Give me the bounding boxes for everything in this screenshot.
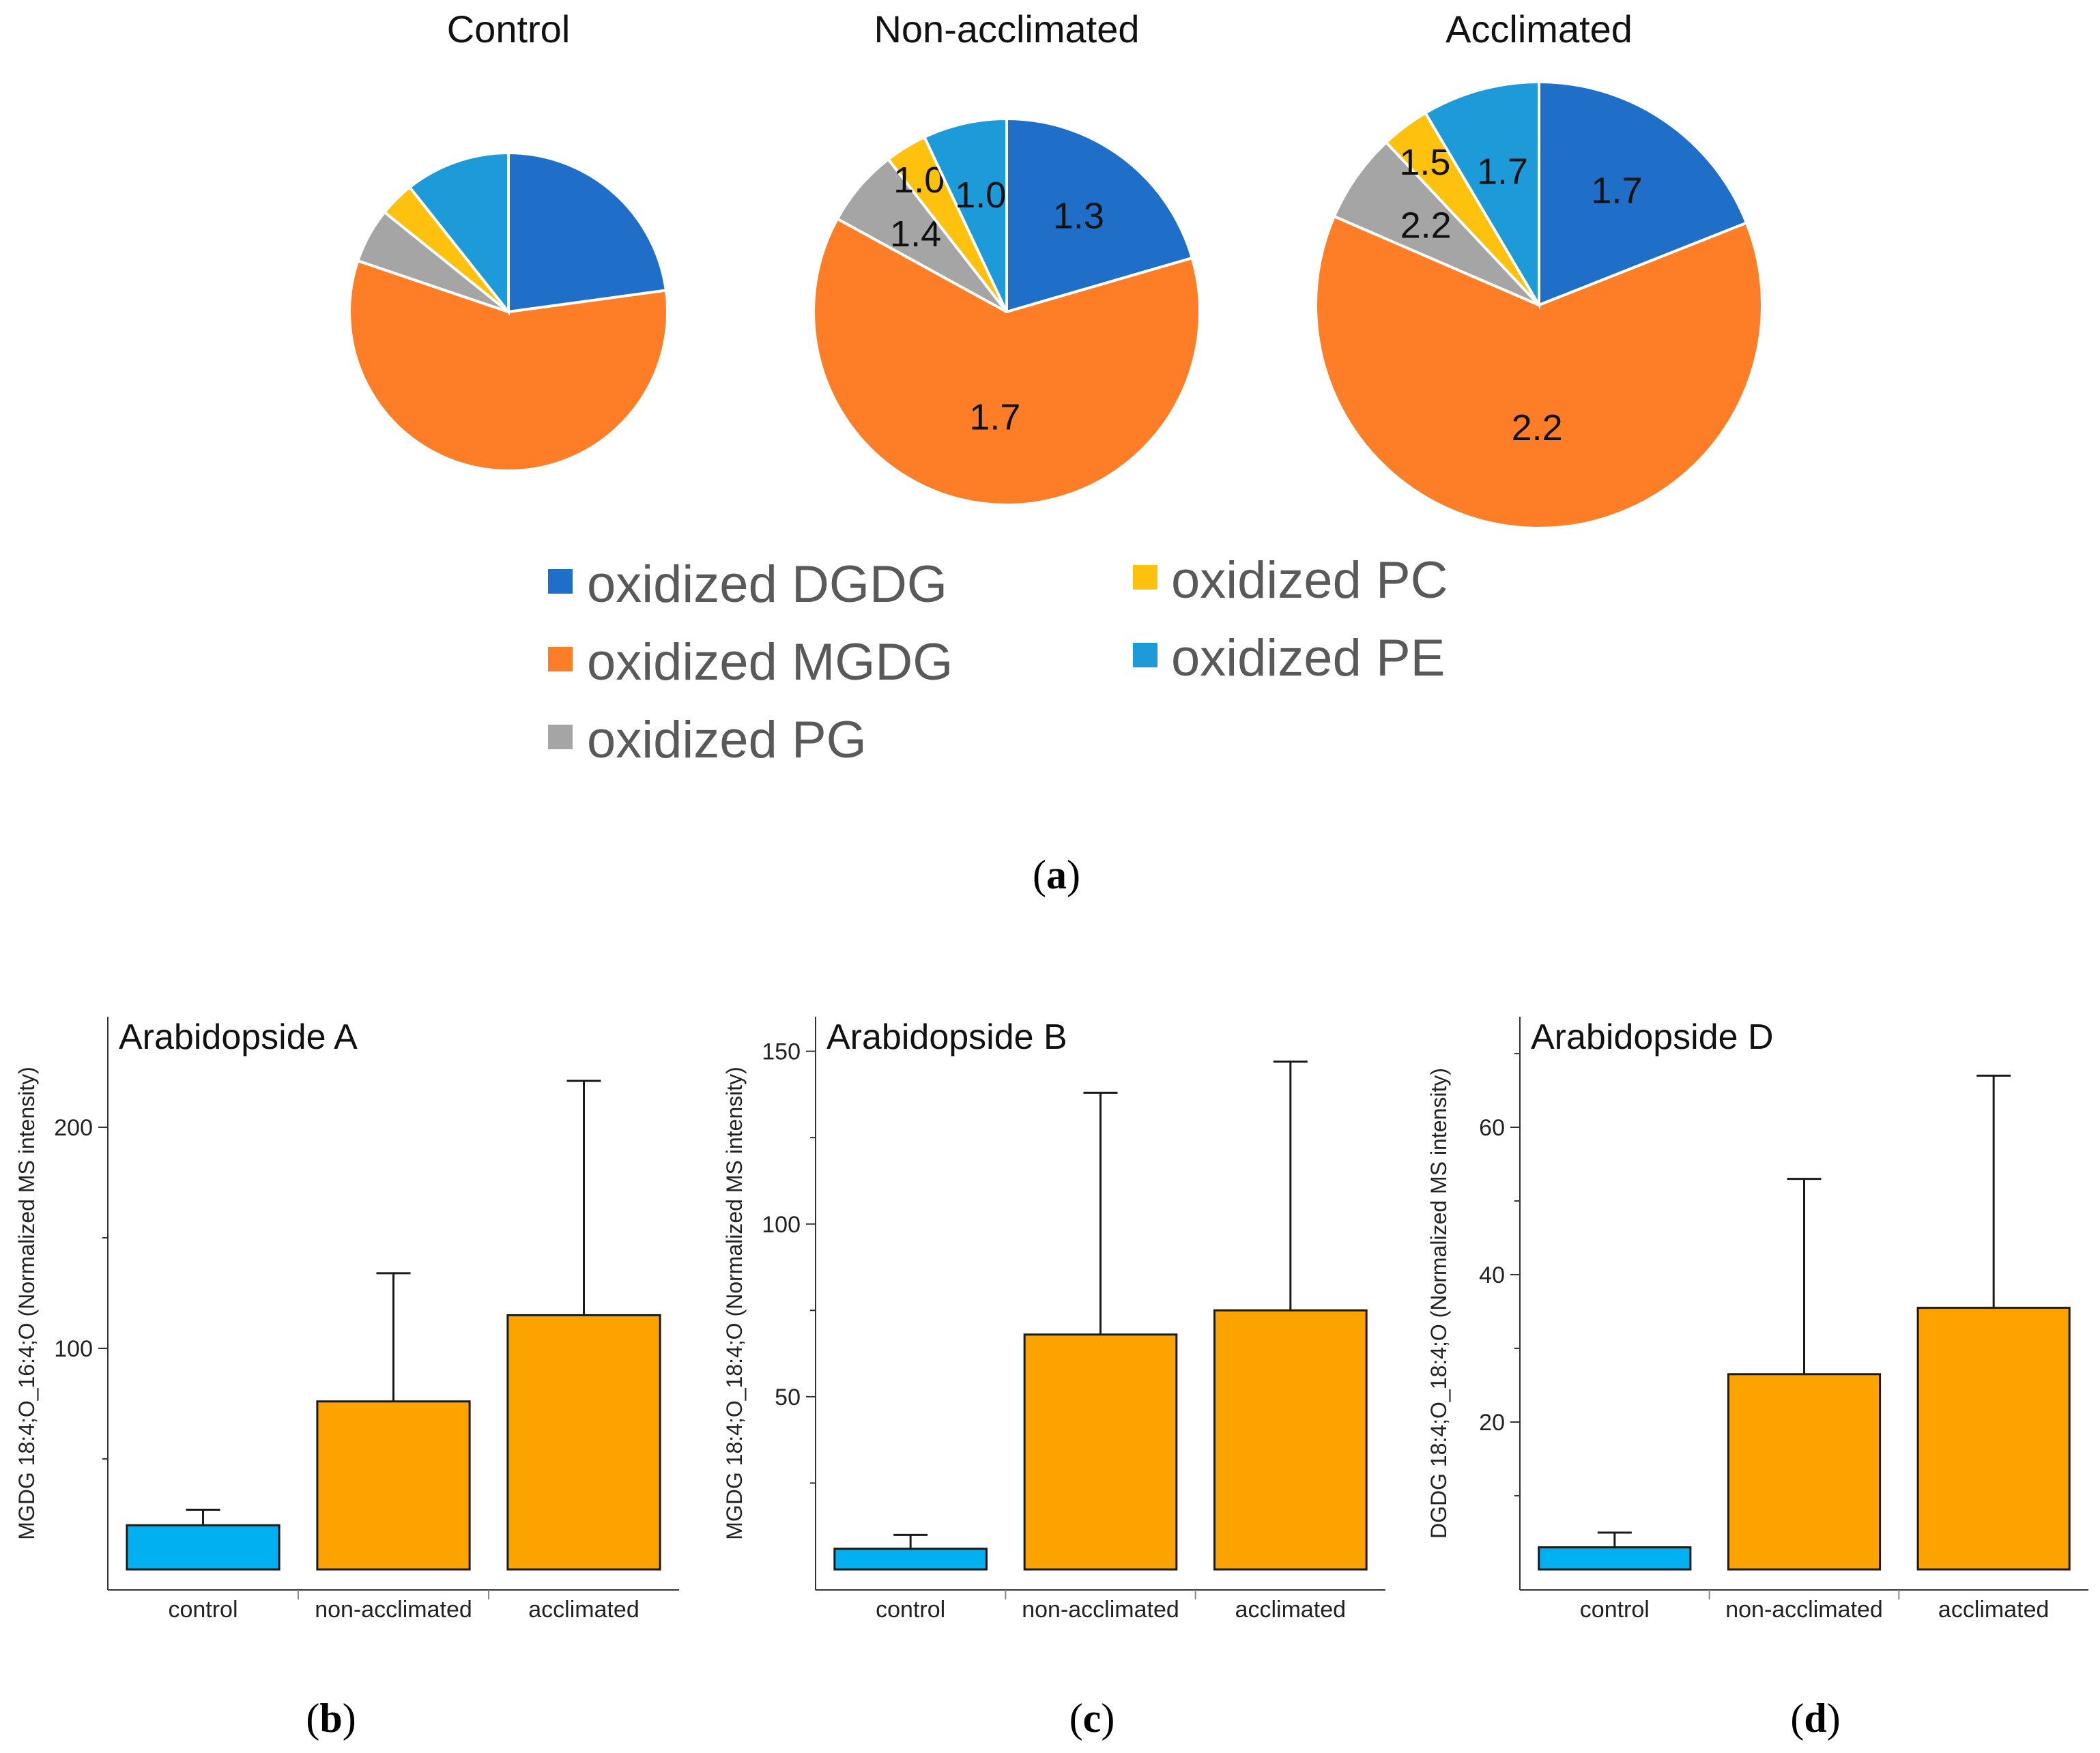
pie-label-pe: 1.7 bbox=[1477, 151, 1528, 192]
pie-slice-pg bbox=[1332, 140, 1540, 306]
y-axis-label: DGDG 18:4;O_18:4;O (Normalized MS intens… bbox=[1426, 1068, 1451, 1539]
y-tick-label: 60 bbox=[1479, 1115, 1505, 1141]
legend-label-pg: oxidized PG bbox=[587, 711, 867, 769]
pie-label-mgdg: 1.7 bbox=[969, 397, 1020, 438]
legend-label-pc: oxidized PC bbox=[1171, 551, 1448, 609]
bar-chart-title: Arabidopside B bbox=[826, 1017, 1067, 1057]
y-tick-label: 150 bbox=[762, 1039, 801, 1065]
category-label-non-acclimated: non-acclimated bbox=[315, 1597, 472, 1623]
bar-chart-arabidopside-b: 50 100 150 MGDG 18:4;O_18:4;O (Normalized M… bbox=[722, 1017, 1385, 1623]
pie-label-dgdg: 1.3 bbox=[1053, 196, 1104, 237]
legend-swatch-pc bbox=[1133, 565, 1157, 590]
legend-swatch-mgdg bbox=[548, 647, 573, 671]
pie-slice-dgdg bbox=[1538, 80, 1749, 307]
bar-acclimated bbox=[506, 1314, 661, 1571]
pie-slice-pe bbox=[922, 117, 1008, 313]
y-tick-label: 50 bbox=[775, 1385, 801, 1410]
pie-title-acclimated: Acclimated bbox=[1445, 8, 1632, 50]
pie-slice-mgdg bbox=[1314, 214, 1764, 530]
pie-chart-control bbox=[348, 151, 669, 472]
pie-chart-non-acclimated: 1.3 1.7 1.4 1.0 1.0 bbox=[812, 117, 1201, 506]
category-label-acclimated: acclimated bbox=[528, 1597, 639, 1623]
bar-non-acclimated bbox=[1023, 1333, 1178, 1571]
category-label-control: control bbox=[168, 1597, 238, 1623]
category-label-control: control bbox=[1580, 1597, 1650, 1623]
category-label-non-acclimated: non-acclimated bbox=[1725, 1597, 1883, 1623]
bar-control bbox=[833, 1548, 988, 1571]
pie-label-dgdg: 1.7 bbox=[1591, 170, 1642, 211]
bar-control bbox=[126, 1524, 281, 1571]
pie-label-pc: 1.0 bbox=[893, 160, 945, 201]
y-axis-label: MGDG 18:4;O_18:4;O (Normalized MS intens… bbox=[722, 1067, 747, 1540]
legend-swatch-pg bbox=[548, 725, 573, 749]
panel-label-c: (c) bbox=[1069, 1696, 1115, 1741]
pie-label-pg: 2.2 bbox=[1400, 205, 1452, 246]
y-tick-label: 100 bbox=[762, 1212, 801, 1238]
y-tick-label: 40 bbox=[1479, 1262, 1505, 1288]
pie-slice-pg bbox=[835, 157, 1008, 313]
bar-acclimated bbox=[1213, 1309, 1368, 1571]
category-label-non-acclimated: non-acclimated bbox=[1022, 1597, 1179, 1623]
pie-title-control: Control bbox=[447, 8, 571, 50]
bar-chart-title: Arabidopside A bbox=[119, 1017, 358, 1057]
pie-chart-acclimated: 1.7 2.2 2.2 1.5 1.7 bbox=[1314, 80, 1764, 530]
y-tick-label: 200 bbox=[54, 1115, 93, 1141]
legend-label-pe: oxidized PE bbox=[1171, 629, 1445, 687]
bar-non-acclimated bbox=[316, 1400, 471, 1571]
pie-slice-pe bbox=[407, 151, 510, 316]
pie-label-pc: 1.5 bbox=[1399, 142, 1450, 183]
panel-label-b: (b) bbox=[306, 1696, 356, 1741]
pie-slice-mgdg bbox=[348, 259, 669, 472]
bar-chart-arabidopside-a: 100 200 MGDG 18:4;O_16:4;O (Normalized MS … bbox=[14, 1017, 679, 1623]
pie-label-mgdg: 2.2 bbox=[1512, 407, 1563, 448]
legend-label-mgdg: oxidized MGDG bbox=[587, 633, 953, 691]
y-axis-label: MGDG 18:4;O_16:4;O (Normalized MS intens… bbox=[14, 1067, 39, 1540]
bar-non-acclimated bbox=[1727, 1373, 1882, 1571]
bar-chart-title: Arabidopside D bbox=[1531, 1017, 1774, 1057]
legend-swatch-dgdg bbox=[548, 569, 573, 594]
pie-slice-pe bbox=[1423, 80, 1540, 310]
bar-control bbox=[1538, 1546, 1692, 1571]
panel-label-d: (d) bbox=[1790, 1696, 1840, 1741]
pie-slice-mgdg bbox=[812, 216, 1201, 506]
legend-label-dgdg: oxidized DGDG bbox=[587, 555, 947, 613]
pie-label-pg: 1.4 bbox=[890, 214, 941, 255]
legend-swatch-pe bbox=[1133, 643, 1157, 667]
pie-legend: oxidized DGDG oxidized MGDG oxidized PG … bbox=[548, 551, 1448, 769]
pie-slice-dgdg bbox=[507, 151, 668, 314]
category-label-acclimated: acclimated bbox=[1938, 1597, 2049, 1623]
category-label-control: control bbox=[876, 1597, 945, 1623]
y-tick-label: 20 bbox=[1479, 1410, 1505, 1436]
bar-chart-arabidopside-d: 20 40 60 DGDG 18:4;O_18:4;O (Normalized MS … bbox=[1426, 1017, 2088, 1623]
bar-acclimated bbox=[1916, 1307, 2071, 1571]
panel-label-a: (a) bbox=[1033, 852, 1080, 897]
y-tick-label: 100 bbox=[54, 1336, 93, 1362]
pie-slice-dgdg bbox=[1005, 117, 1194, 314]
pie-label-pe: 1.0 bbox=[955, 175, 1006, 216]
category-label-acclimated: acclimated bbox=[1235, 1597, 1347, 1623]
pie-title-non-acclimated: Non-acclimated bbox=[874, 8, 1139, 50]
